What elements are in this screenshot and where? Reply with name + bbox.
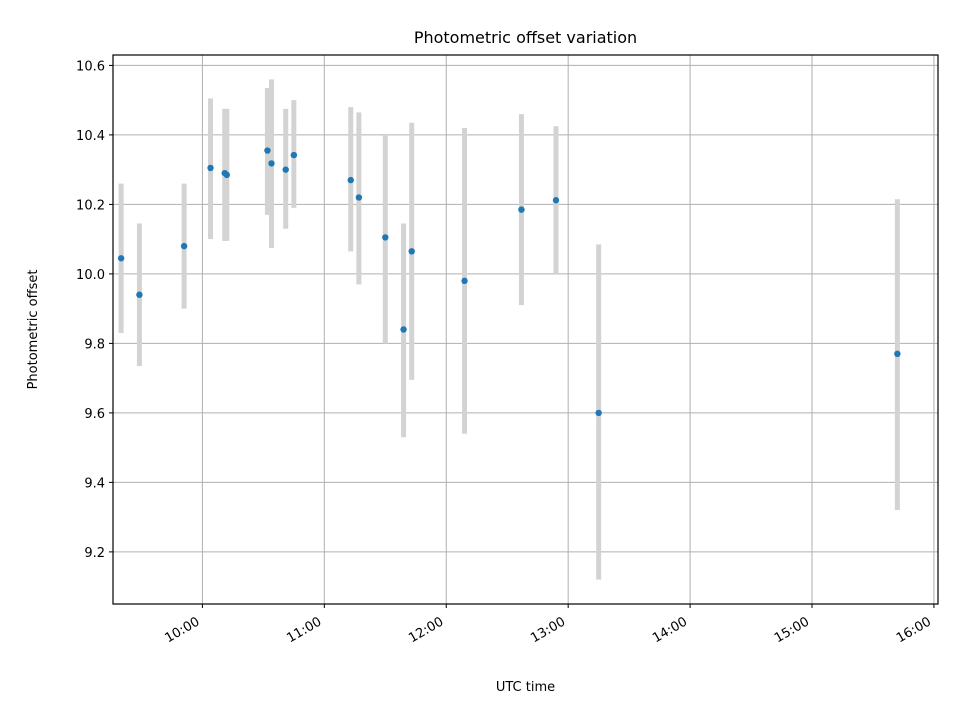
y-tick-label: 9.6: [84, 407, 105, 422]
data-point: [355, 194, 363, 201]
data-point: [518, 206, 525, 213]
data-point: [400, 326, 407, 333]
data-point: [223, 171, 230, 179]
y-tick-label: 9.8: [84, 337, 105, 352]
data-point: [408, 248, 415, 255]
y-tick-label: 10.4: [76, 129, 105, 144]
data-point: [290, 151, 298, 159]
data-point: [282, 166, 289, 173]
data-point: [347, 176, 354, 184]
data-point: [268, 160, 275, 167]
data-point: [552, 197, 560, 204]
data-point: [382, 234, 389, 241]
data-point: [180, 242, 188, 250]
data-point: [207, 164, 214, 172]
y-tick-label: 10.2: [76, 198, 105, 213]
y-tick-label: 9.2: [84, 546, 105, 561]
data-point: [117, 255, 125, 262]
y-tick-label: 10.6: [76, 59, 105, 74]
x-axis-label: UTC time: [496, 680, 555, 695]
data-point: [595, 409, 602, 417]
y-axis-label: Photometric offset: [26, 270, 41, 390]
plot-frame: [112, 54, 939, 605]
y-tick-label: 10.0: [76, 268, 105, 283]
data-point: [461, 277, 468, 285]
data-point: [894, 350, 901, 358]
y-tick-label: 9.4: [84, 476, 105, 491]
data-point: [136, 291, 143, 298]
data-point: [264, 147, 271, 154]
data-points: [117, 147, 901, 417]
grid: [113, 55, 938, 604]
chart-title: Photometric offset variation: [414, 28, 637, 47]
